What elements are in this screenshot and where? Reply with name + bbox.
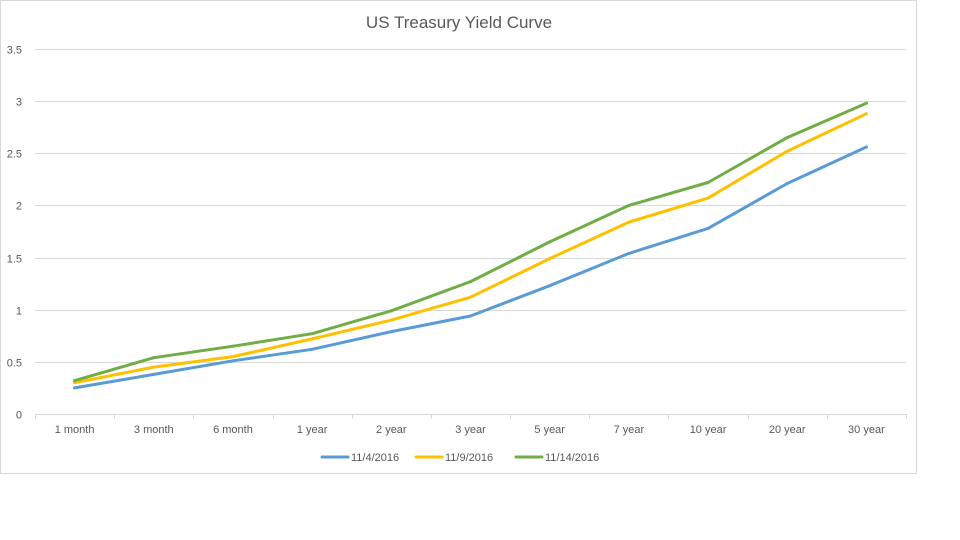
data-point: [389, 318, 393, 322]
x-tick-label: 1 month: [55, 424, 95, 436]
chart-title: US Treasury Yield Curve: [366, 13, 552, 32]
data-point: [310, 347, 314, 351]
legend-label: 11/4/2016: [351, 452, 399, 464]
data-point: [152, 372, 156, 376]
x-tick-label: 3 year: [455, 424, 486, 436]
y-tick-label: 3.5: [7, 45, 22, 57]
data-point: [627, 220, 631, 224]
y-tick-label: 1: [16, 306, 22, 318]
data-point: [231, 355, 235, 359]
y-tick-label: 0.5: [7, 358, 22, 370]
data-point: [706, 181, 710, 184]
data-point: [627, 203, 631, 207]
x-tick-label: 20 year: [769, 424, 806, 436]
data-point: [864, 101, 868, 105]
data-point: [310, 332, 314, 336]
y-tick-label: 0: [16, 410, 22, 422]
data-point: [389, 330, 393, 334]
data-point: [785, 149, 789, 153]
y-tick-label: 1.5: [7, 254, 22, 266]
x-tick-label: 2 year: [376, 424, 407, 436]
y-tick-label: 3: [16, 97, 22, 109]
data-point: [548, 240, 552, 244]
data-point: [548, 257, 552, 261]
series-line: [73, 101, 868, 383]
data-point: [73, 381, 77, 385]
data-point: [152, 365, 156, 369]
x-tick-label: 5 year: [534, 424, 565, 436]
legend-label: 11/14/2016: [545, 452, 599, 464]
data-point: [548, 284, 552, 288]
data-point: [706, 226, 710, 230]
x-tick-label: 1 year: [297, 424, 328, 436]
series-lines: [73, 101, 868, 390]
data-point: [864, 145, 868, 149]
y-axis-ticks: 0 0.5 1 1.5 2 2.5 3 3.5: [7, 45, 22, 422]
x-tick-label: 6 month: [213, 424, 253, 436]
data-point: [152, 356, 156, 360]
series-line: [73, 112, 868, 385]
data-point: [469, 280, 472, 284]
data-point: [231, 344, 235, 348]
data-point: [864, 112, 868, 116]
data-point: [785, 182, 789, 185]
y-tick-label: 2: [16, 201, 22, 213]
x-tick-label: 30 year: [848, 424, 885, 436]
data-point: [469, 295, 472, 299]
x-tick-label: 3 month: [134, 424, 174, 436]
data-point: [73, 379, 77, 383]
x-tick-label: 7 year: [614, 424, 645, 436]
data-point: [469, 314, 472, 318]
gridlines: [35, 49, 907, 419]
data-point: [73, 386, 77, 390]
data-point: [231, 359, 235, 363]
data-point: [785, 136, 789, 140]
x-axis-ticks: 1 month 3 month 6 month 1 year 2 year 3 year 5…: [55, 424, 885, 436]
data-point: [627, 251, 631, 255]
x-tick-label: 10 year: [690, 424, 727, 436]
legend: 11/4/2016 11/9/2016 11/14/2016: [320, 452, 599, 464]
data-point: [389, 309, 393, 313]
chart-area: [0, 0, 917, 474]
data-point: [310, 337, 314, 341]
data-point: [706, 196, 710, 200]
legend-label: 11/9/2016: [445, 452, 493, 464]
y-tick-label: 2.5: [7, 149, 22, 161]
